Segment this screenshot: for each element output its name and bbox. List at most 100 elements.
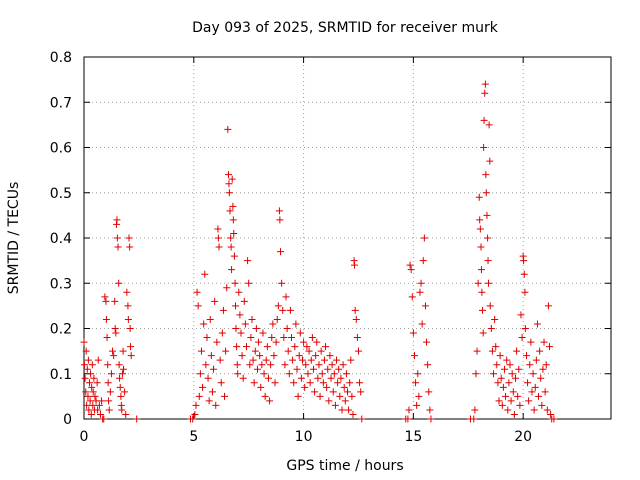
data-point: [214, 225, 222, 233]
data-point: [231, 279, 239, 287]
data-point: [536, 347, 544, 355]
data-point: [340, 383, 348, 391]
data-point: [313, 338, 321, 346]
data-point: [122, 410, 130, 418]
data-point: [115, 279, 123, 287]
data-points: [80, 80, 558, 423]
data-point: [213, 338, 221, 346]
data-point: [477, 266, 485, 274]
data-point: [83, 401, 91, 409]
data-point: [338, 406, 346, 414]
data-point: [271, 379, 279, 387]
data-point: [531, 383, 539, 391]
data-point: [297, 374, 305, 382]
data-point: [484, 257, 492, 265]
data-point: [196, 370, 204, 378]
data-point: [498, 401, 506, 409]
data-point: [524, 379, 532, 387]
data-point: [219, 306, 227, 314]
data-point: [94, 406, 102, 414]
data-point: [485, 121, 493, 129]
data-point: [282, 293, 290, 301]
data-point: [499, 383, 507, 391]
data-point: [301, 383, 309, 391]
data-point: [223, 284, 231, 292]
data-point: [529, 370, 537, 378]
data-point: [249, 356, 257, 364]
data-point: [225, 189, 233, 197]
data-point: [487, 325, 495, 332]
data-point: [84, 356, 92, 364]
data-point: [81, 374, 89, 382]
data-point: [202, 361, 210, 369]
data-point: [87, 370, 95, 378]
x-axis-label: GPS time / hours: [286, 458, 403, 474]
data-point: [121, 388, 129, 396]
data-point: [486, 157, 494, 165]
data-point: [478, 288, 486, 296]
data-point: [84, 392, 92, 400]
data-point: [352, 315, 360, 323]
chart-title: Day 093 of 2025, SRMTID for receiver mur…: [192, 20, 499, 36]
data-point: [320, 356, 328, 364]
data-point: [199, 383, 207, 391]
data-point: [251, 347, 259, 355]
data-point: [279, 306, 287, 314]
data-point: [481, 80, 489, 88]
data-point: [544, 302, 552, 310]
data-point: [408, 293, 416, 301]
data-point: [290, 379, 298, 387]
data-point: [257, 383, 265, 391]
data-point: [490, 370, 498, 378]
data-point: [233, 343, 241, 351]
data-point: [85, 379, 93, 387]
data-point: [477, 243, 485, 251]
data-point: [98, 397, 106, 405]
data-point: [423, 338, 431, 346]
data-point: [347, 356, 355, 364]
data-point: [304, 370, 312, 378]
data-point: [322, 343, 330, 351]
data-point: [246, 361, 254, 369]
data-point: [497, 374, 505, 382]
data-point: [274, 302, 282, 310]
data-point: [239, 374, 247, 382]
data-point: [475, 193, 483, 201]
data-point: [316, 392, 324, 400]
data-point: [337, 374, 345, 382]
data-point: [229, 216, 237, 224]
data-point: [426, 406, 434, 414]
data-point: [105, 397, 113, 405]
data-point: [87, 410, 95, 418]
data-point: [240, 297, 248, 305]
data-point: [258, 361, 266, 369]
data-point: [114, 243, 122, 251]
data-point: [201, 270, 209, 278]
data-point: [273, 315, 281, 323]
data-point: [117, 392, 125, 400]
data-point: [415, 392, 423, 400]
data-point: [216, 356, 224, 364]
data-point: [123, 288, 131, 296]
data-point: [476, 216, 484, 224]
data-point: [94, 356, 102, 364]
data-point: [224, 125, 232, 133]
data-point: [230, 252, 238, 260]
data-point: [540, 338, 548, 346]
data-point: [532, 356, 540, 364]
data-point: [208, 388, 216, 396]
data-point: [227, 243, 235, 251]
data-point: [346, 379, 354, 387]
data-point: [356, 379, 364, 387]
data-point: [82, 347, 90, 355]
data-point: [345, 406, 353, 414]
y-tick-label: 0.7: [50, 95, 72, 111]
data-point: [211, 297, 219, 305]
data-point: [292, 320, 300, 328]
data-point: [125, 234, 133, 242]
data-point: [311, 388, 319, 396]
x-tick-label: 10: [295, 429, 313, 445]
data-point: [517, 311, 525, 319]
data-point: [425, 388, 433, 396]
data-point: [193, 288, 201, 296]
